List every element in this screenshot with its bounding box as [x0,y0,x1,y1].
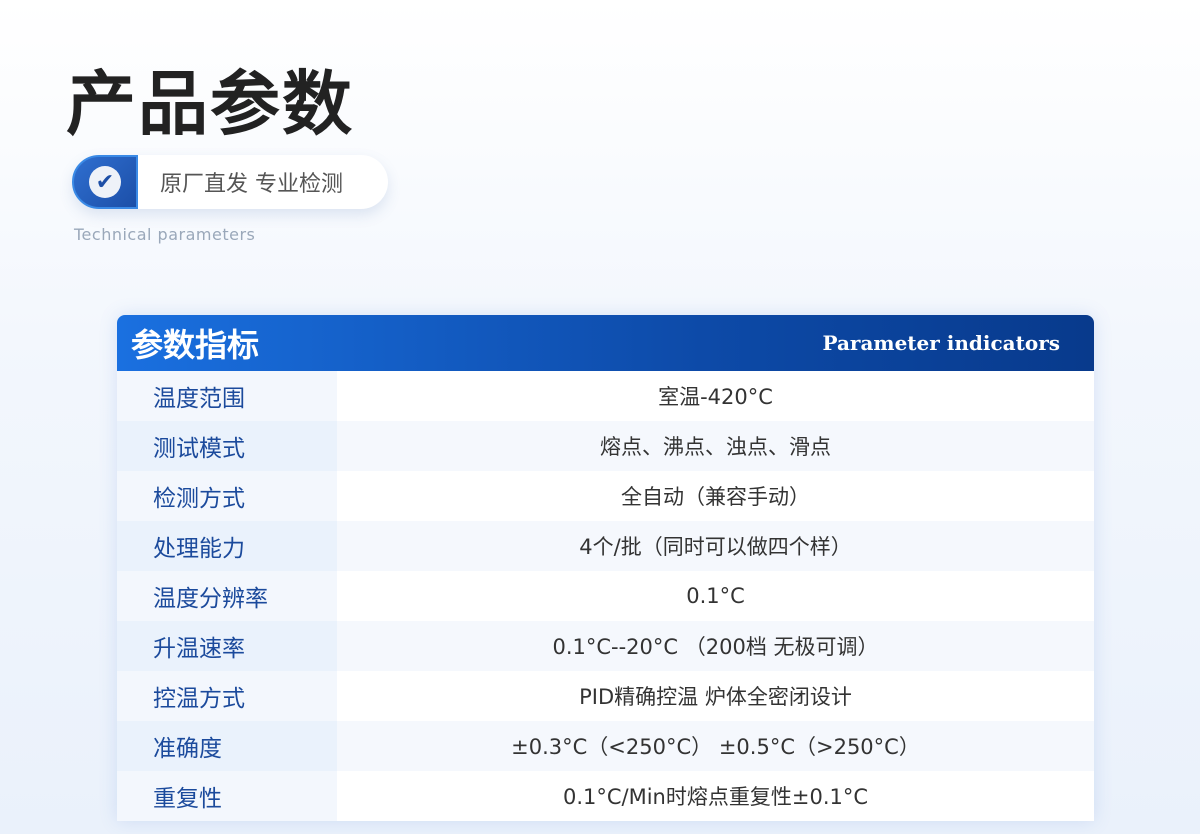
table-row: 温度分辨率 0.1°C [117,571,1094,621]
check-circle-icon: ✔ [72,155,138,209]
param-value: 全自动（兼容手动） [337,471,1094,521]
table-row: 测试模式 熔点、沸点、浊点、滑点 [117,421,1094,471]
table-title-en: Parameter indicators [822,331,1060,355]
table-title: 参数指标 [131,326,260,364]
table-row: 温度范围 室温-420°C [117,371,1094,421]
param-value: 0.1°C/Min时熔点重复性±0.1°C [337,771,1094,821]
param-value: 0.1°C [337,571,1094,621]
param-value: 室温-420°C [337,371,1094,421]
param-label: 测试模式 [117,421,337,471]
table-row: 重复性 0.1°C/Min时熔点重复性±0.1°C [117,771,1094,821]
table-row: 控温方式 PID精确控温 炉体全密闭设计 [117,671,1094,721]
table-row: 准确度 ±0.3°C（<250°C） ±0.5°C（>250°C） [117,721,1094,771]
param-value: 熔点、沸点、浊点、滑点 [337,421,1094,471]
param-label: 温度分辨率 [117,571,337,621]
table-header: 参数指标 Parameter indicators [117,315,1094,371]
param-label: 检测方式 [117,471,337,521]
param-label: 温度范围 [117,371,337,421]
param-label: 处理能力 [117,521,337,571]
param-label: 准确度 [117,721,337,771]
param-value: 4个/批（同时可以做四个样） [337,521,1094,571]
page-title: 产品参数 [66,62,354,145]
param-value: 0.1°C--20°C （200档 无极可调） [337,621,1094,671]
param-label: 控温方式 [117,671,337,721]
table-row: 检测方式 全自动（兼容手动） [117,471,1094,521]
param-value: PID精确控温 炉体全密闭设计 [337,671,1094,721]
badge-text: 原厂直发 专业检测 [160,172,343,197]
param-label: 升温速率 [117,621,337,671]
table-row: 处理能力 4个/批（同时可以做四个样） [117,521,1094,571]
parameter-table: 参数指标 Parameter indicators 温度范围 室温-420°C 测试… [117,315,1094,821]
table-row: 升温速率 0.1°C--20°C （200档 无极可调） [117,621,1094,671]
page-subtitle: Technical parameters [74,225,256,244]
feature-badge: ✔ 原厂直发 专业检测 [72,155,388,209]
param-label: 重复性 [117,771,337,821]
param-value: ±0.3°C（<250°C） ±0.5°C（>250°C） [337,721,1094,771]
